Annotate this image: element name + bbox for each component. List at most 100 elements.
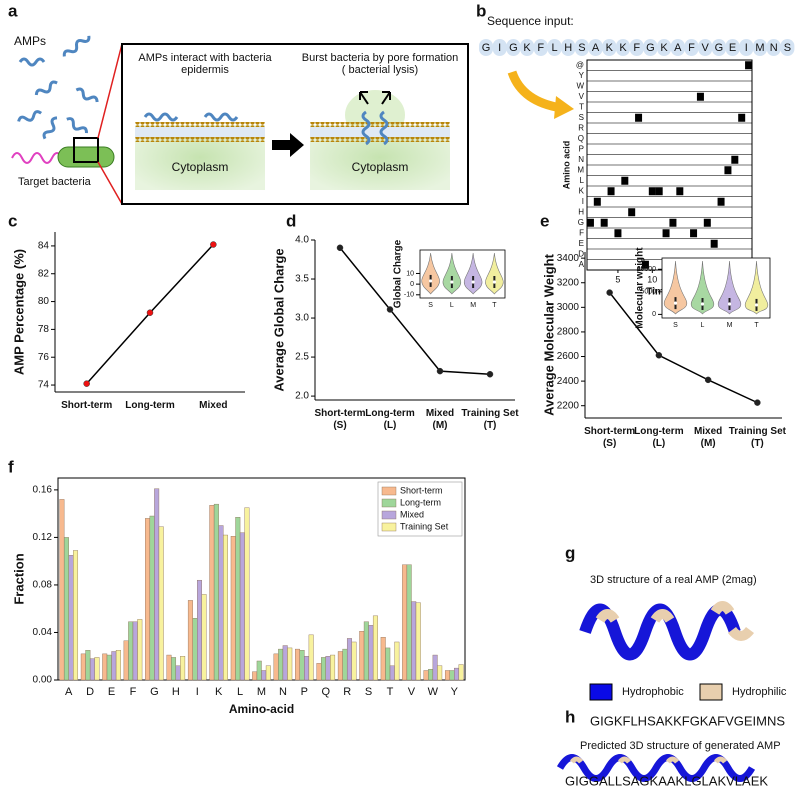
y-tick-label: -10 [404,292,414,299]
y-axis-title: AMP Percentage (%) [11,249,26,375]
bar [192,618,198,681]
y-tick-label: 3.5 [295,274,309,285]
y-tick-label: R [578,123,584,132]
y-tick-label: S [579,113,584,122]
bar [63,537,69,681]
bar [89,658,95,681]
bar [299,650,305,681]
y-tick-label: 74 [38,380,50,391]
y-tick-label: 84 [38,241,50,252]
x-tick-code: (M) [700,438,716,449]
median [727,302,732,306]
y-tick-label: 2200 [557,400,580,411]
x-tick-label-wrap: Short-term [53,400,121,412]
bar [458,664,464,681]
legend-label: Training Set [400,521,449,531]
x-tick-label: Q [321,686,330,698]
y-tick-label: E [579,239,584,248]
onehot-cell [607,187,615,196]
x-tick-label: M [257,686,266,698]
x-tick-label-box: Training Set(T) [723,426,791,450]
sequence-chip [753,39,767,56]
x-tick-label: P [301,686,308,698]
sequence-chip [766,39,781,56]
x-tick-label-wrap: Mixed (M) [674,426,742,450]
bar [359,631,365,681]
bar [85,650,91,681]
bar [166,654,172,681]
panel-label: a [8,1,18,20]
sequence-letter: S [784,42,791,54]
y-tick-label: 2600 [557,351,580,362]
sequence-chip [670,39,685,56]
onehot-cell [614,229,622,238]
x-tick-label: Long-term [365,408,415,419]
sequence-letter: M [755,42,764,54]
x-tick-label: V [408,686,416,698]
sequence-letter: G [715,42,724,54]
amp-helices [17,35,99,140]
legend-swatch [381,510,397,520]
panel-label: g [565,543,575,562]
bar [444,670,450,681]
y-tick-label: 10000 [637,266,657,273]
x-tick-label-wrap: Long-term [116,400,184,412]
y-tick-label: @ [576,60,584,69]
x-tick-label: Mixed [693,426,723,437]
bar [423,670,429,681]
sequence-chip [561,39,576,56]
violin [421,252,440,295]
panel-label: e [540,211,549,230]
x-tick-label: R [343,686,351,698]
bar [454,667,460,681]
bar [325,656,331,681]
x-tick-label: S [428,302,433,309]
y-tick-label: L [580,176,585,185]
y-tick-label: 2.5 [295,352,309,363]
violin [744,260,769,315]
x-tick-label: Mixed [425,408,455,419]
bar [218,525,224,681]
median [673,301,678,305]
bar [428,669,434,681]
x-tick-label-box: Long-term(L) [634,426,683,449]
y-tick-label: 10 [406,270,414,277]
line-series [609,292,758,404]
onehot-cell [703,218,711,227]
sequence-letter: F [688,42,695,54]
x-tick-label: L [237,686,243,698]
y-tick-label: 3000 [557,302,580,313]
bar [287,647,293,681]
y-tick-label: 0 [652,311,656,318]
x-tick-label-wrap: Training Set (T) [723,426,791,450]
x-tick-label-wrap: Mixed [179,400,247,412]
bar [368,625,374,681]
bar [102,653,108,681]
y-tick-label: V [579,92,585,101]
median [700,302,705,306]
legend-swatch [381,522,397,532]
y-tick-label: 0.16 [33,485,53,496]
sequence-letter: I [498,42,501,54]
legend-swatch [699,683,723,701]
legend-label: Mixed [400,509,424,519]
y-axis-title: Average Global Charge [271,248,286,391]
bar [337,651,343,681]
y-axis-title: Average Molecular Weight [541,253,556,415]
y-tick-label: Y [579,71,585,80]
flagellum [11,152,63,164]
sequence-letter: K [523,42,531,54]
y-tick-label: 2400 [557,376,580,387]
onehot-cell [648,187,656,196]
legend-label: Long-term [400,497,441,507]
membrane [310,122,450,127]
bar [402,564,408,681]
bar [73,550,79,681]
panel-label: b [476,1,486,20]
sequence-letter: G [646,42,655,54]
y-tick-label: M [577,165,584,174]
sequence-letter: K [606,42,614,54]
x-tick-label-wrap: Long-term (L) [356,408,424,432]
sequence-title: Sequence input: [487,14,574,28]
step2: Burst bacteria by pore formation ( bacte… [301,52,459,76]
